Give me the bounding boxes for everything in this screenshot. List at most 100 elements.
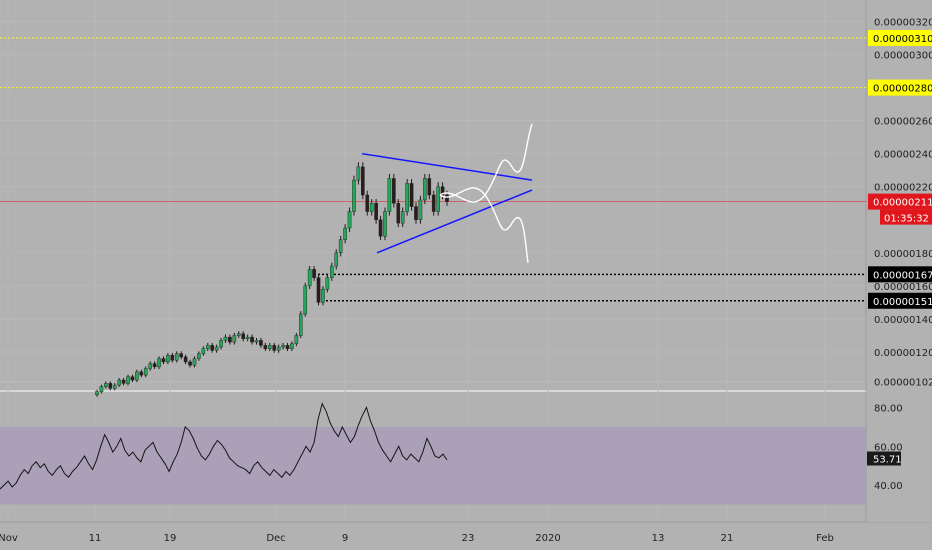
candle-body xyxy=(205,345,210,349)
price-tags: 0.00000310 0.00000280 0.00000211 0.00000167… xyxy=(868,30,932,309)
candle-body xyxy=(232,335,237,343)
price-axis-label: 0.00000260 xyxy=(874,117,932,128)
candle-body xyxy=(112,384,117,389)
candle-body xyxy=(276,346,281,351)
time-axis-label: 13 xyxy=(652,533,665,544)
candle-body xyxy=(321,288,325,303)
price-axis-label: 0.00000102 xyxy=(874,378,932,389)
time-axis-label: 23 xyxy=(462,533,475,544)
candle-body xyxy=(197,353,201,359)
candle-body xyxy=(365,194,370,212)
candle-body xyxy=(281,345,285,348)
candle-body xyxy=(214,346,219,351)
candle-body xyxy=(316,277,321,303)
candle-body xyxy=(139,371,144,376)
candle-body xyxy=(188,361,192,366)
candle-body xyxy=(285,345,290,349)
candle-body xyxy=(95,391,99,396)
candle-body xyxy=(152,363,157,368)
candle-body xyxy=(356,166,361,181)
candle-body xyxy=(423,178,427,201)
candle-body xyxy=(267,345,272,349)
price-axis-label: 0.00000240 xyxy=(874,150,932,161)
projection-down-path xyxy=(439,187,529,263)
wedge-upper-trendline xyxy=(361,152,533,181)
candle-body xyxy=(263,345,268,349)
price-axis-label: 0.00000300 xyxy=(874,51,932,62)
countdown-text: 01:35:32 xyxy=(884,214,929,225)
price-tag-text: 0.00000167 xyxy=(873,270,932,281)
time-axis-label: 9 xyxy=(342,533,348,544)
candle-body xyxy=(174,353,179,361)
candle-body xyxy=(228,336,232,343)
candle-body xyxy=(369,203,374,212)
price-tag-text: 0.00000211 xyxy=(873,198,932,209)
candle-body xyxy=(325,277,330,290)
price-tag-text: 0.00000280 xyxy=(873,84,932,95)
candle-body xyxy=(440,186,445,196)
candle-body xyxy=(183,356,188,363)
candle-body xyxy=(161,358,166,363)
time-axis-label: 21 xyxy=(721,533,734,544)
candle-body xyxy=(378,219,383,237)
rsi-axis-label: 40.00 xyxy=(874,481,903,492)
candle-body xyxy=(445,194,449,202)
candle-body xyxy=(361,166,365,196)
candle-body xyxy=(245,336,250,339)
candle-body xyxy=(418,199,423,220)
candle-body xyxy=(241,333,246,339)
wedge-lower-trendline xyxy=(376,189,533,254)
candle-body xyxy=(347,211,352,229)
time-axis[interactable] xyxy=(0,523,932,550)
candle-body xyxy=(117,379,121,386)
time-axis-label: Feb xyxy=(816,533,834,544)
time-axis-label: 11 xyxy=(89,533,102,544)
rsi-band xyxy=(0,426,866,505)
rsi-value-tag xyxy=(867,451,901,466)
candle-body xyxy=(414,206,418,220)
candle-body xyxy=(201,348,206,354)
price-tag xyxy=(868,266,932,283)
candle-body xyxy=(383,211,387,237)
rsi-axis-label: 60.00 xyxy=(874,442,903,453)
candle-body xyxy=(272,345,277,351)
candle-body xyxy=(130,376,135,381)
candle-body xyxy=(179,353,183,358)
candle-body xyxy=(387,178,392,212)
candle-body xyxy=(219,340,223,348)
countdown-tag xyxy=(880,209,932,225)
price-tag xyxy=(868,193,932,210)
candle-body xyxy=(294,335,299,344)
candle-body xyxy=(236,333,241,336)
candle-body xyxy=(259,340,263,346)
candle-body xyxy=(166,355,170,363)
candle-body xyxy=(298,313,303,336)
candle-body xyxy=(126,376,130,384)
candles xyxy=(95,162,449,397)
price-axis-label: 0.00000120 xyxy=(874,348,932,359)
candle-body xyxy=(143,368,148,376)
time-axis-label: 19 xyxy=(164,533,177,544)
rsi-line xyxy=(0,402,448,490)
price-tag-text: 0.00000310 xyxy=(873,34,932,45)
candle-body xyxy=(312,269,316,278)
price-tag xyxy=(868,30,932,47)
candle-body xyxy=(400,211,405,224)
price-tag xyxy=(868,292,932,309)
candle-body xyxy=(405,183,409,212)
price-axis-labels: 0.00000320 0.00000300 0.00000260 0.00000240… xyxy=(874,17,932,492)
candle-body xyxy=(121,379,126,384)
time-axis-label: Dec xyxy=(266,533,285,544)
projection-up-path xyxy=(439,123,533,203)
time-axis-label: Nov xyxy=(0,533,18,544)
candle-body xyxy=(108,383,113,389)
price-axis-label: 0.00000180 xyxy=(874,249,932,260)
candle-body xyxy=(135,371,139,381)
drawings xyxy=(361,123,533,263)
candle-body xyxy=(338,239,343,254)
price-axis-label: 0.00000140 xyxy=(874,315,932,326)
candle-body xyxy=(330,265,334,278)
candle-body xyxy=(210,345,214,351)
